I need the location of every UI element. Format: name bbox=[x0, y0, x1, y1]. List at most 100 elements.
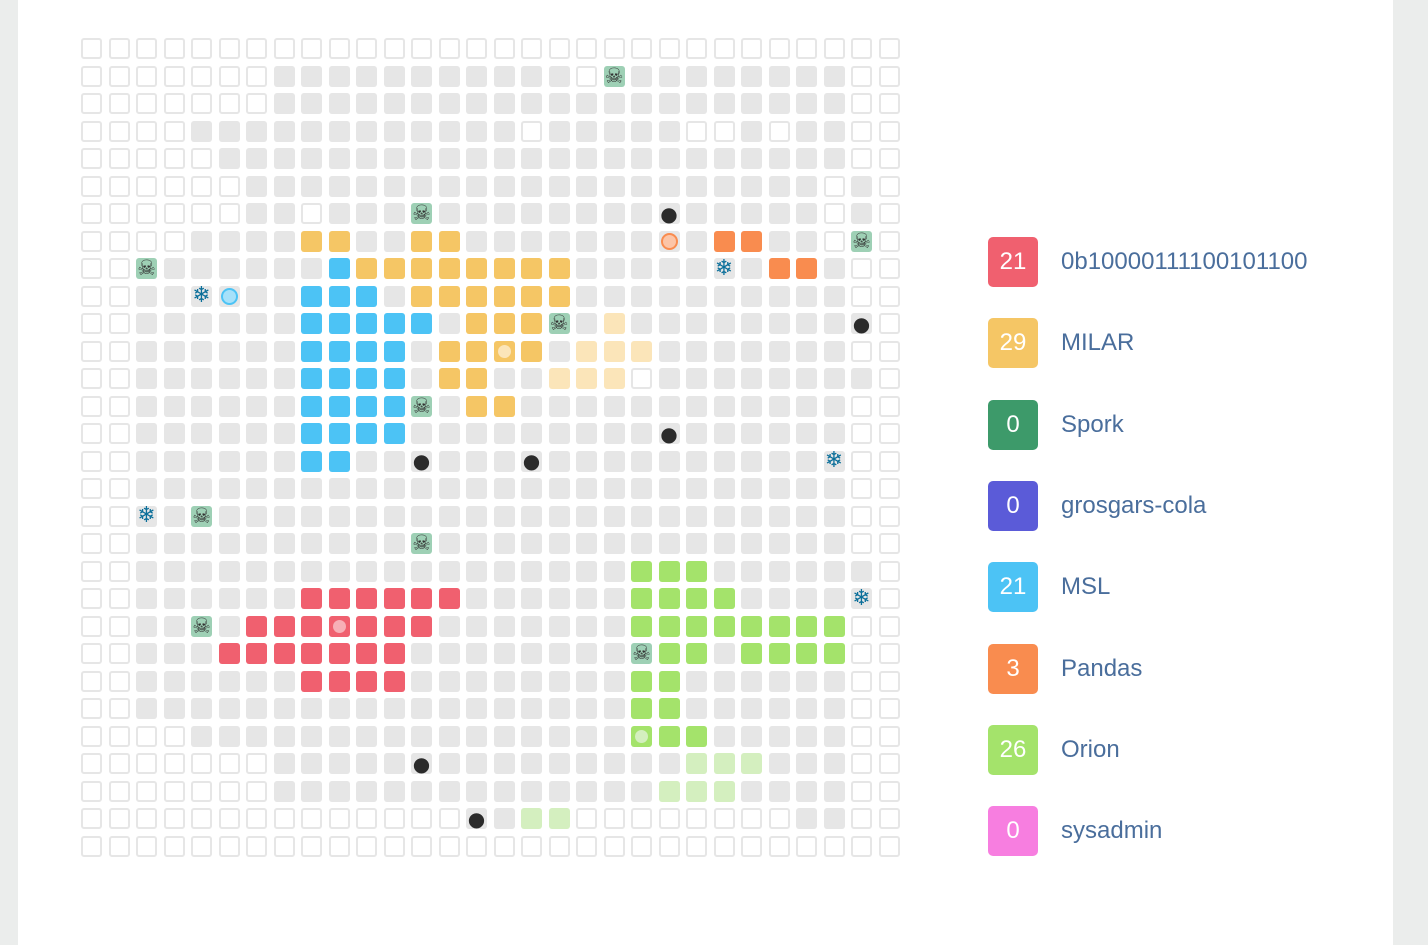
board-cell[interactable] bbox=[658, 423, 680, 444]
board-cell[interactable] bbox=[246, 753, 267, 774]
board-cell[interactable] bbox=[246, 423, 267, 444]
board-cell[interactable] bbox=[218, 780, 240, 802]
board-cell[interactable] bbox=[796, 203, 817, 224]
board-cell[interactable] bbox=[493, 148, 515, 169]
board-cell[interactable] bbox=[136, 643, 157, 664]
board-cell[interactable] bbox=[218, 753, 240, 774]
board-cell[interactable] bbox=[521, 423, 542, 444]
board-cell[interactable] bbox=[411, 65, 432, 87]
board-cell[interactable] bbox=[603, 478, 625, 499]
board-cell[interactable] bbox=[603, 588, 625, 609]
board-cell[interactable] bbox=[218, 505, 240, 527]
board-cell[interactable] bbox=[603, 643, 625, 664]
board-cell[interactable] bbox=[356, 670, 377, 692]
board-cell[interactable] bbox=[438, 258, 460, 279]
board-cell[interactable] bbox=[548, 725, 570, 747]
board-cell[interactable] bbox=[383, 93, 405, 114]
board-cell[interactable] bbox=[768, 588, 790, 609]
board-cell[interactable] bbox=[411, 780, 432, 802]
board-cell[interactable] bbox=[631, 368, 652, 389]
board-cell[interactable] bbox=[576, 588, 597, 609]
board-cell[interactable] bbox=[851, 313, 872, 334]
board-cell[interactable] bbox=[328, 120, 350, 142]
board-cell[interactable] bbox=[713, 808, 735, 829]
board-cell[interactable] bbox=[823, 313, 845, 334]
board-cell[interactable] bbox=[383, 505, 405, 527]
board-cell[interactable] bbox=[631, 533, 652, 554]
board-cell[interactable] bbox=[823, 38, 845, 59]
board-cell[interactable] bbox=[796, 285, 817, 307]
board-cell[interactable] bbox=[438, 533, 460, 554]
board-cell[interactable] bbox=[438, 368, 460, 389]
board-cell[interactable] bbox=[686, 368, 707, 389]
board-cell[interactable] bbox=[163, 203, 185, 224]
board-cell[interactable] bbox=[81, 725, 102, 747]
board-cell[interactable] bbox=[713, 560, 735, 582]
board-cell[interactable] bbox=[191, 313, 212, 334]
board-cell[interactable] bbox=[163, 395, 185, 417]
board-cell[interactable] bbox=[768, 395, 790, 417]
board-cell[interactable] bbox=[686, 423, 707, 444]
board-cell[interactable] bbox=[493, 835, 515, 857]
board-cell[interactable] bbox=[686, 835, 707, 857]
board-cell[interactable] bbox=[356, 478, 377, 499]
board-cell[interactable] bbox=[163, 450, 185, 472]
board-cell[interactable] bbox=[851, 258, 872, 279]
board-cell[interactable] bbox=[273, 725, 295, 747]
board-cell[interactable] bbox=[438, 780, 460, 802]
board-cell[interactable] bbox=[411, 120, 432, 142]
board-cell[interactable] bbox=[136, 65, 157, 87]
board-cell[interactable] bbox=[548, 258, 570, 279]
board-cell[interactable] bbox=[356, 780, 377, 802]
board-cell[interactable] bbox=[603, 808, 625, 829]
board-cell[interactable] bbox=[328, 698, 350, 719]
board-cell[interactable] bbox=[576, 505, 597, 527]
board-cell[interactable] bbox=[851, 230, 872, 252]
board-cell[interactable] bbox=[548, 230, 570, 252]
board-cell[interactable] bbox=[108, 340, 130, 362]
board-cell[interactable] bbox=[108, 560, 130, 582]
board-cell[interactable] bbox=[658, 203, 680, 224]
board-cell[interactable] bbox=[768, 148, 790, 169]
board-cell[interactable] bbox=[686, 120, 707, 142]
board-cell[interactable] bbox=[328, 725, 350, 747]
board-cell[interactable] bbox=[493, 230, 515, 252]
board-cell[interactable] bbox=[576, 368, 597, 389]
board-cell[interactable] bbox=[851, 835, 872, 857]
board-cell[interactable] bbox=[273, 450, 295, 472]
board-cell[interactable] bbox=[823, 423, 845, 444]
board-cell[interactable] bbox=[796, 478, 817, 499]
board-cell[interactable] bbox=[218, 560, 240, 582]
board-cell[interactable] bbox=[603, 313, 625, 334]
board-cell[interactable] bbox=[246, 368, 267, 389]
board-cell[interactable] bbox=[218, 120, 240, 142]
board-cell[interactable] bbox=[246, 450, 267, 472]
board-cell[interactable] bbox=[356, 313, 377, 334]
board-cell[interactable] bbox=[273, 340, 295, 362]
board-cell[interactable] bbox=[686, 478, 707, 499]
board-cell[interactable] bbox=[521, 258, 542, 279]
board-cell[interactable] bbox=[548, 313, 570, 334]
board-cell[interactable] bbox=[493, 368, 515, 389]
board-cell[interactable] bbox=[576, 725, 597, 747]
board-cell[interactable] bbox=[768, 670, 790, 692]
board-cell[interactable] bbox=[713, 38, 735, 59]
board-cell[interactable] bbox=[136, 175, 157, 197]
board-cell[interactable] bbox=[658, 615, 680, 637]
board-cell[interactable] bbox=[576, 175, 597, 197]
board-cell[interactable] bbox=[658, 120, 680, 142]
board-cell[interactable] bbox=[301, 38, 322, 59]
board-cell[interactable] bbox=[411, 258, 432, 279]
board-cell[interactable] bbox=[411, 725, 432, 747]
board-cell[interactable] bbox=[493, 780, 515, 802]
board-cell[interactable] bbox=[713, 175, 735, 197]
board-cell[interactable] bbox=[466, 698, 487, 719]
board-cell[interactable] bbox=[466, 808, 487, 829]
board-cell[interactable] bbox=[218, 395, 240, 417]
board-cell[interactable] bbox=[108, 258, 130, 279]
board-cell[interactable] bbox=[81, 285, 102, 307]
board-cell[interactable] bbox=[768, 835, 790, 857]
board-cell[interactable] bbox=[356, 808, 377, 829]
board-cell[interactable] bbox=[631, 478, 652, 499]
board-cell[interactable] bbox=[658, 808, 680, 829]
